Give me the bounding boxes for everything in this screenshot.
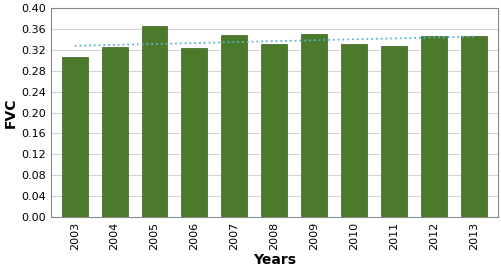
Bar	[420, 36, 446, 217]
Bar	[380, 46, 406, 217]
Y-axis label: FVC: FVC	[4, 97, 18, 128]
Bar	[301, 34, 327, 217]
Bar	[341, 44, 366, 217]
Bar	[101, 47, 127, 217]
Bar	[221, 35, 247, 217]
Bar	[261, 44, 287, 217]
Bar	[62, 57, 88, 217]
Bar	[460, 36, 486, 217]
X-axis label: Years: Years	[252, 253, 295, 267]
Bar	[181, 48, 207, 217]
Bar	[141, 27, 167, 217]
